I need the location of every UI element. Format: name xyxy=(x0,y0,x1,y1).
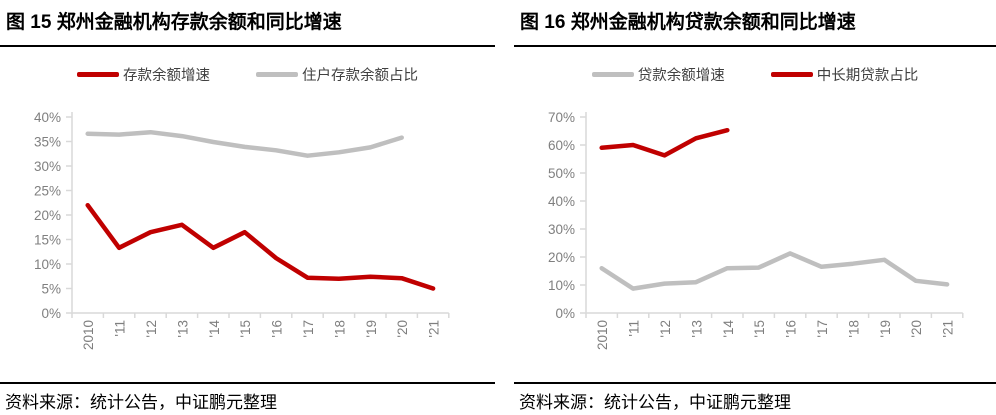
legend-deposit: 存款余额增速 住户存款余额占比 xyxy=(0,47,495,101)
svg-text:40%: 40% xyxy=(548,194,575,209)
title-divider xyxy=(0,45,495,47)
figure-16-title: 图 16 郑州金融机构贷款余额和同比增速 xyxy=(520,12,856,33)
figure-15-title: 图 15 郑州金融机构存款余额和同比增速 xyxy=(6,12,342,33)
svg-text:20%: 20% xyxy=(34,208,61,223)
source-divider xyxy=(514,382,996,384)
svg-text:'18: '18 xyxy=(332,320,347,338)
gray-line-swatch xyxy=(256,71,298,77)
red-line-swatch xyxy=(770,71,813,77)
legend-label: 住户存款余额占比 xyxy=(302,67,418,84)
svg-text:30%: 30% xyxy=(548,222,575,237)
legend-loan: 贷款余额增速 中长期贷款占比 xyxy=(514,47,996,101)
svg-text:2010: 2010 xyxy=(595,320,610,350)
svg-text:35%: 35% xyxy=(34,135,61,150)
panel-deposit-chart: 图 15 郑州金融机构存款余额和同比增速 存款余额增速 住户存款余额占比 0% 5… xyxy=(0,0,495,415)
svg-text:'20: '20 xyxy=(909,320,924,338)
svg-text:20%: 20% xyxy=(548,250,575,265)
svg-text:60%: 60% xyxy=(548,138,575,153)
panel-loan-chart: 图 16 郑州金融机构贷款余额和同比增速 贷款余额增速 中长期贷款占比 0% 10… xyxy=(514,0,996,415)
source-note: 资料来源：统计公告，中证鹏元整理 xyxy=(519,393,791,412)
svg-text:'14: '14 xyxy=(721,320,736,338)
svg-text:10%: 10% xyxy=(548,278,575,293)
source-divider xyxy=(0,382,495,384)
legend-item-household-deposit-share: 住户存款余额占比 xyxy=(256,64,418,85)
title-divider xyxy=(514,45,996,47)
svg-text:'11: '11 xyxy=(627,320,642,337)
svg-text:70%: 70% xyxy=(548,110,575,125)
svg-text:0%: 0% xyxy=(41,306,61,321)
svg-text:'15: '15 xyxy=(238,320,253,338)
svg-text:'18: '18 xyxy=(846,320,861,338)
line-chart-deposit: 0% 5% 10% 15% 20% 25% 30% 35% 40% 2010 '11 '12 '13 '1… xyxy=(34,110,450,350)
source-note: 资料来源：统计公告，中证鹏元整理 xyxy=(5,393,277,412)
legend-item-deposit-growth: 存款余额增速 xyxy=(77,64,210,85)
svg-text:'16: '16 xyxy=(270,320,285,338)
svg-text:'16: '16 xyxy=(784,320,799,338)
svg-text:10%: 10% xyxy=(34,257,61,272)
svg-text:15%: 15% xyxy=(34,233,61,248)
svg-text:'19: '19 xyxy=(364,320,379,338)
svg-text:'11: '11 xyxy=(113,320,128,337)
svg-text:'13: '13 xyxy=(175,320,190,338)
gray-line-swatch xyxy=(591,71,634,77)
legend-label: 贷款余额增速 xyxy=(637,67,725,84)
svg-text:50%: 50% xyxy=(548,166,575,181)
legend-item-mlt-loan-share: 中长期贷款占比 xyxy=(770,64,919,85)
svg-text:2010: 2010 xyxy=(81,320,96,350)
svg-text:25%: 25% xyxy=(34,184,61,199)
svg-text:'21: '21 xyxy=(941,320,956,338)
svg-text:'12: '12 xyxy=(658,320,673,338)
svg-text:'17: '17 xyxy=(815,320,830,338)
legend-label: 中长期贷款占比 xyxy=(816,67,919,84)
svg-text:'21: '21 xyxy=(427,320,442,338)
svg-text:'20: '20 xyxy=(395,320,410,338)
svg-text:5%: 5% xyxy=(41,282,61,297)
svg-text:'14: '14 xyxy=(207,320,222,338)
line-chart-loan: 0% 10% 20% 30% 40% 50% 60% 70% 2010 '11 '12 '13 '14 '… xyxy=(548,110,964,350)
svg-text:0%: 0% xyxy=(555,306,575,321)
red-line-swatch xyxy=(77,71,119,77)
svg-text:'17: '17 xyxy=(301,320,316,338)
svg-text:'19: '19 xyxy=(878,320,893,338)
svg-text:'15: '15 xyxy=(752,320,767,338)
svg-text:'13: '13 xyxy=(689,320,704,338)
legend-item-loan-growth: 贷款余额增速 xyxy=(591,64,725,85)
svg-text:30%: 30% xyxy=(34,159,61,174)
legend-label: 存款余额增速 xyxy=(123,67,210,84)
svg-text:40%: 40% xyxy=(34,110,61,125)
svg-text:'12: '12 xyxy=(144,320,159,338)
